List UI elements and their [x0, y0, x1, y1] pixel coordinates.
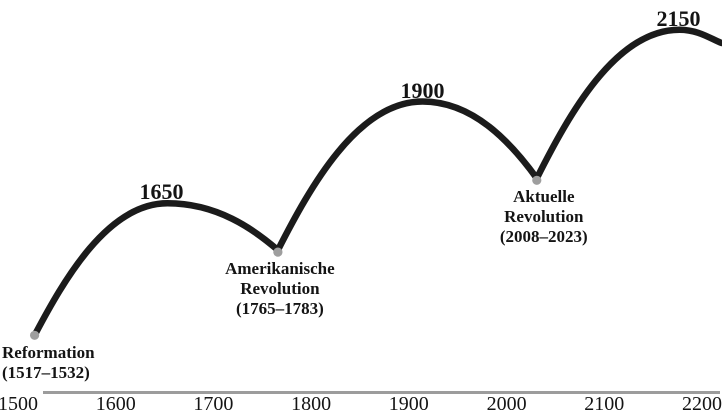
label-line: Revolution: [240, 279, 320, 299]
label-line: Amerikanische: [225, 259, 335, 279]
label-line: Revolution: [504, 207, 584, 227]
event-label: Reformation (1517–1532): [2, 343, 95, 383]
peak-year-label: 2150: [656, 5, 701, 31]
label-line: (1517–1532): [2, 363, 90, 383]
event-marker-dot: [29, 330, 40, 340]
label-line: 2150: [656, 5, 701, 31]
x-tick-label: 1800: [291, 393, 332, 415]
label-line: (1765–1783): [235, 299, 324, 319]
label-line: (2008–2023): [499, 227, 588, 247]
label-line: Reformation: [2, 343, 95, 363]
wave-curve-path: [31, 26, 722, 339]
x-tick-label: 1500: [0, 393, 38, 415]
label-line: Aktuelle: [513, 187, 575, 207]
event-label: Amerikanische Revolution (1765–1783): [225, 259, 335, 319]
label-line: 1650: [139, 179, 184, 205]
x-tick-label: 1900: [388, 393, 429, 415]
x-tick-label: 1600: [95, 393, 136, 415]
x-tick-label: 2000: [486, 393, 527, 415]
event-marker-dot: [532, 175, 542, 185]
x-tick-label: 2100: [584, 393, 625, 415]
x-tick-label: 1700: [193, 393, 234, 415]
label-line: 1900: [400, 77, 445, 103]
x-tick-label: 2200: [682, 393, 722, 415]
x-axis-line: [43, 391, 720, 394]
event-label: Aktuelle Revolution (2008–2023): [500, 187, 588, 247]
peak-year-label: 1650: [140, 181, 184, 203]
peak-year-label: 1900: [400, 77, 445, 103]
event-marker-dot: [273, 247, 283, 257]
